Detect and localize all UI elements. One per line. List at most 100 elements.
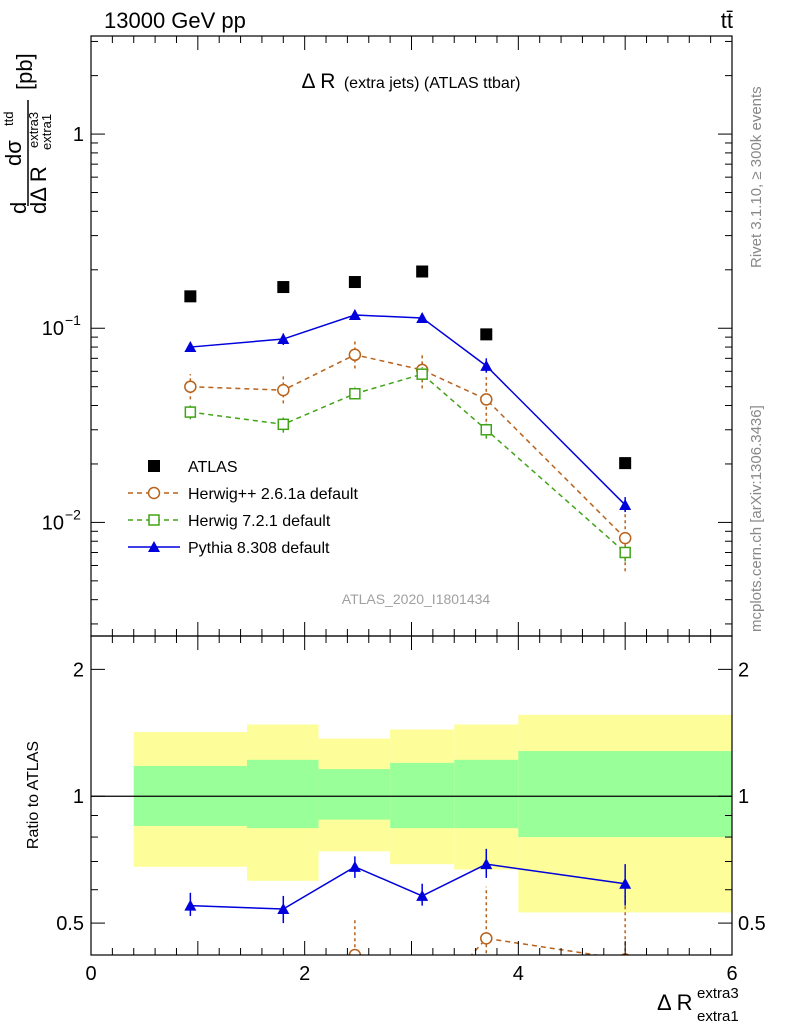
main-s2-point [349, 387, 361, 400]
main-y-tick-label: 1 [73, 124, 84, 146]
main-y-tick-exponent: −1 [65, 312, 81, 328]
y-label-sigma-sup: ttd [1, 112, 16, 126]
legend-label: ATLAS [188, 459, 238, 476]
ratio-s0-point [417, 1005, 428, 1016]
main-s3-series [184, 309, 632, 513]
main-title-symbol: Δ R [302, 70, 336, 93]
x-tick-label: 0 [85, 963, 96, 985]
main-s3-point [480, 359, 493, 371]
ratio-s1-point [184, 899, 197, 911]
analysis-watermark: ATLAS_2020_I1801434 [342, 591, 491, 607]
ratio-s1-point [480, 858, 493, 870]
ratio-s0-point [278, 1014, 289, 1024]
main-s1-series [184, 339, 632, 572]
main-s2-point [277, 418, 290, 431]
main-s1-point [618, 531, 632, 545]
ratio-band-green [454, 759, 519, 829]
legend-marker [147, 486, 161, 500]
main-s3-line [190, 314, 626, 506]
ratio-uncertainty-bands [91, 714, 732, 913]
main-s1-point [480, 393, 493, 406]
main-s0-point [619, 457, 632, 470]
main-panel: Δ R (extra jets) (ATLAS ttbar) ATLAS_202… [1, 40, 732, 625]
legend: ATLAS Herwig++ 2.6.1a default Herwig 7.2.1… [128, 459, 358, 557]
ratio-s1-point [277, 903, 290, 915]
ratio-s1-point [416, 889, 429, 901]
x-tick-label: 2 [299, 963, 310, 985]
main-s3-point [184, 341, 197, 353]
ratio-y-tick-label-left: 1 [73, 786, 84, 808]
ratio-y-tick-label-left: 2 [73, 659, 84, 681]
energy-label: 13000 GeV pp [104, 8, 246, 33]
legend-marker [148, 541, 160, 552]
mcplots-label: mcplots.cern.ch [arXiv:1306.3436] [748, 405, 765, 632]
main-y-tick-label: 10 [42, 318, 64, 340]
main-s1-point [184, 380, 197, 393]
ratio-band-green [318, 769, 391, 820]
main-s2-point [416, 368, 428, 380]
ratio-panel: 0.5 0.5 1 1 2 2 Ratio to ATLAS 0 2 4 6 Δ R extra… [25, 36, 766, 1024]
ratio-s1-series [184, 848, 632, 924]
ratio-s0-line [353, 937, 602, 955]
main-s2-point [480, 424, 493, 436]
legend-label: Herwig++ 2.6.1a default [188, 486, 358, 503]
main-data-layer [184, 265, 632, 572]
main-y-tick-label: 10 [42, 512, 64, 534]
legend-marker [148, 460, 160, 472]
ratio-band-green [390, 762, 455, 829]
x-tick-label: 6 [726, 963, 737, 985]
y-label-d: d [6, 202, 31, 214]
ratio-band-green [518, 751, 732, 838]
main-s3-point [619, 498, 632, 510]
main-y-tick-exponent: −2 [65, 506, 81, 522]
legend-label: Pythia 8.308 default [188, 540, 330, 557]
main-s3-point [277, 333, 290, 345]
main-s0-point [416, 265, 429, 278]
x-label-sup: extra3 [697, 985, 739, 1002]
main-s2-series [184, 367, 631, 562]
main-title: Δ R (extra jets) (ATLAS ttbar) [302, 70, 521, 93]
main-s2-point [619, 546, 631, 559]
rivet-version-label: Rivet 3.1.10, ≥ 300k events [748, 86, 765, 268]
y-label-R-sup: extra3 [26, 112, 41, 148]
process-label: tt̄ [721, 8, 733, 33]
ratio-s1-point [619, 877, 632, 889]
ratio-y-ticks: 0.5 0.5 1 1 2 2 [56, 659, 766, 935]
main-s3-point [348, 309, 361, 321]
x-label-main: Δ R [657, 990, 692, 1015]
main-s1-line [190, 353, 626, 539]
main-s0-point [348, 276, 361, 289]
main-s1-point [277, 383, 290, 397]
ratio-data-layer [184, 848, 632, 1024]
ratio-s0-point [348, 948, 362, 955]
ratio-y-tick-label-right: 0.5 [738, 913, 766, 935]
main-s0-point [480, 328, 493, 341]
ratio-s0-point [480, 932, 493, 945]
main-y-axis-label: d dσ ttd dΔ R extra1 extra3 [pb] [1, 53, 54, 214]
main-s2-point [184, 406, 197, 418]
y-label-denominator: dΔ R [26, 166, 51, 214]
y-label-R-sub: extra1 [39, 114, 54, 150]
x-axis-label: Δ R [657, 990, 692, 1015]
x-label-sub: extra1 [697, 1008, 739, 1024]
ratio-y-tick-label-left: 0.5 [56, 913, 84, 935]
main-s0-point [184, 290, 197, 303]
legend-marker [148, 514, 160, 526]
x-tick-label: 4 [513, 963, 524, 985]
main-s0-series [184, 265, 632, 470]
ratio-band-green [246, 759, 319, 829]
main-s3-point [416, 311, 429, 323]
ratio-y-tick-label-right: 2 [738, 659, 749, 681]
ratio-s1-line [190, 863, 626, 910]
legend-label: Herwig 7.2.1 default [188, 513, 331, 530]
ratio-y-axis-label: Ratio to ATLAS [25, 741, 42, 849]
ratio-y-tick-label-right: 1 [738, 786, 749, 808]
ratio-s0-point [185, 988, 196, 999]
main-y-ticks: 110−110−2 [42, 40, 732, 625]
main-s0-point [277, 281, 290, 294]
main-title-rest: (extra jets) (ATLAS ttbar) [344, 75, 521, 92]
y-label-dsigma: dσ [1, 140, 26, 166]
ratio-frame [90, 635, 733, 956]
main-s1-point [348, 348, 362, 362]
